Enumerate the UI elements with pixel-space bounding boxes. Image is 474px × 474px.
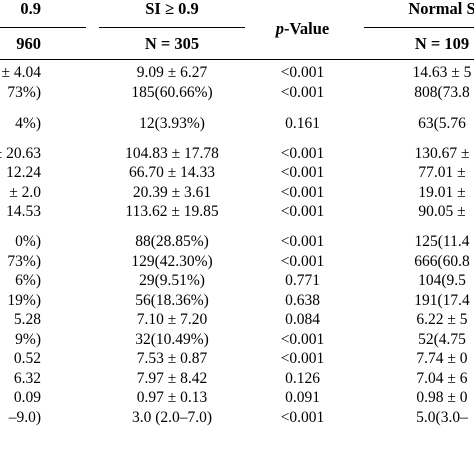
- table-cell-c1: ± 2.0: [9, 184, 41, 201]
- table-cell-c3: <0.001: [280, 253, 325, 270]
- table-cell-c2: 113.62 ± 19.85: [125, 203, 219, 220]
- col4-n: N = 109: [414, 34, 470, 53]
- table-cell-c1: ± 4.04: [1, 64, 41, 81]
- header-bottom-rule: [0, 59, 474, 60]
- table-cell-c1: 0.09: [13, 389, 41, 406]
- table-cell-c1: 12.24: [6, 164, 41, 181]
- table-cell-c1: 6%): [15, 272, 41, 289]
- table-cell-c1: 4%): [15, 115, 41, 132]
- col1-n: 960: [16, 34, 41, 53]
- pvalue-header: p-Value: [244, 20, 361, 38]
- table-cell-c3: <0.001: [280, 331, 325, 348]
- table-cell-c4: 90.05 ±: [418, 203, 466, 220]
- table-cell-c2: 88(28.85%): [135, 233, 209, 250]
- table-cell-c1: 19%): [7, 292, 41, 309]
- table-cell-c4: 808(73.8: [414, 84, 470, 101]
- table-cell-c2: 3.0 (2.0–7.0): [131, 409, 213, 426]
- table-cell-c2: 9.09 ± 6.27: [136, 64, 208, 81]
- table-cell-c4: 6.22 ± 5: [416, 311, 468, 328]
- table-cell-c3: <0.001: [280, 164, 325, 181]
- header-subrule-left: [0, 27, 86, 28]
- table-cell-c2: 0.97 ± 0.13: [136, 389, 208, 406]
- table-cell-c2: 29(9.51%): [139, 272, 205, 289]
- table-cell-c2: 7.97 ± 8.42: [136, 370, 208, 387]
- table-cell-c3: <0.001: [280, 84, 325, 101]
- table-cell-c2: 56(18.36%): [135, 292, 209, 309]
- table-cell-c4: 125(11.4: [414, 233, 470, 250]
- table-cell-c3: 0.161: [285, 115, 320, 132]
- table-cell-c4: 0.98 ± 0: [416, 389, 468, 406]
- table-cell-c2: 20.39 ± 3.61: [132, 184, 212, 201]
- table-cell-c4: 63(5.76: [418, 115, 466, 132]
- table-cell-c4: 7.74 ± 0: [416, 350, 468, 367]
- table-cell-c3: 0.638: [285, 292, 320, 309]
- table-cell-c2: 104.83 ± 17.78: [125, 145, 219, 162]
- col2-header: SI ≥ 0.9: [145, 0, 199, 18]
- table-cell-c1: 73%): [7, 84, 41, 101]
- table-cell-c3: <0.001: [280, 145, 325, 162]
- table-cell-c2: 129(42.30%): [131, 253, 213, 270]
- col1-header: 0.9: [20, 0, 41, 18]
- table-cell-c4: 77.01 ±: [418, 164, 466, 181]
- table-cell-c4: 19.01 ±: [418, 184, 466, 201]
- table-cell-c3: <0.001: [280, 409, 325, 426]
- table-cell-c3: 0.771: [285, 272, 320, 289]
- table-cell-c3: 0.126: [285, 370, 320, 387]
- table-cell-c4: 666(60.8: [414, 253, 470, 270]
- table-cell-c2: 12(3.93%): [139, 115, 205, 132]
- table-cell-c3: <0.001: [280, 233, 325, 250]
- table-cell-c1: 6.32: [13, 370, 41, 387]
- table-cell-c4: 14.63 ± 5: [412, 64, 472, 81]
- col2-n: N = 305: [144, 34, 200, 53]
- table-cell-c1: 73%): [7, 253, 41, 270]
- table-cell-c1: 5.28: [13, 311, 41, 328]
- pvalue-p: p: [275, 19, 284, 38]
- table-cell-c1: ± 20.63: [0, 145, 41, 162]
- pvalue-rest: -Value: [284, 19, 330, 38]
- table-cell-c4: 130.67 ±: [414, 145, 470, 162]
- table-cell-c3: <0.001: [280, 184, 325, 201]
- table-cell-c1: 0.52: [13, 350, 41, 367]
- table-cell-c2: 32(10.49%): [135, 331, 209, 348]
- table-cell-c2: 7.53 ± 0.87: [136, 350, 208, 367]
- table-cell-c4: 5.0(3.0–: [416, 409, 468, 426]
- col4-header: Normal S: [408, 0, 474, 18]
- header-subrule-mid: [99, 27, 245, 28]
- table-cell-c4: 191(17.4: [414, 292, 470, 309]
- table-cell-c3: 0.084: [285, 311, 320, 328]
- table-cell-c3: <0.001: [280, 350, 325, 367]
- table-cell-c1: 0%): [15, 233, 41, 250]
- table-cell-c4: 7.04 ± 6: [416, 370, 468, 387]
- table-cell-c3: <0.001: [280, 203, 325, 220]
- table-cell-c2: 66.70 ± 14.33: [128, 164, 215, 181]
- table-cell-c3: <0.001: [280, 64, 325, 81]
- table-cell-c1: –9.0): [8, 409, 41, 426]
- table-cell-c1: 14.53: [6, 203, 41, 220]
- table-cell-c1: 9%): [15, 331, 41, 348]
- table-cell-c2: 7.10 ± 7.20: [136, 311, 208, 328]
- table-cell-c4: 104(9.5: [418, 272, 466, 289]
- table-cell-c3: 0.091: [285, 389, 320, 406]
- table-cell-c4: 52(4.75: [418, 331, 466, 348]
- header-subrule-right: [364, 27, 474, 28]
- table-cell-c2: 185(60.66%): [131, 84, 213, 101]
